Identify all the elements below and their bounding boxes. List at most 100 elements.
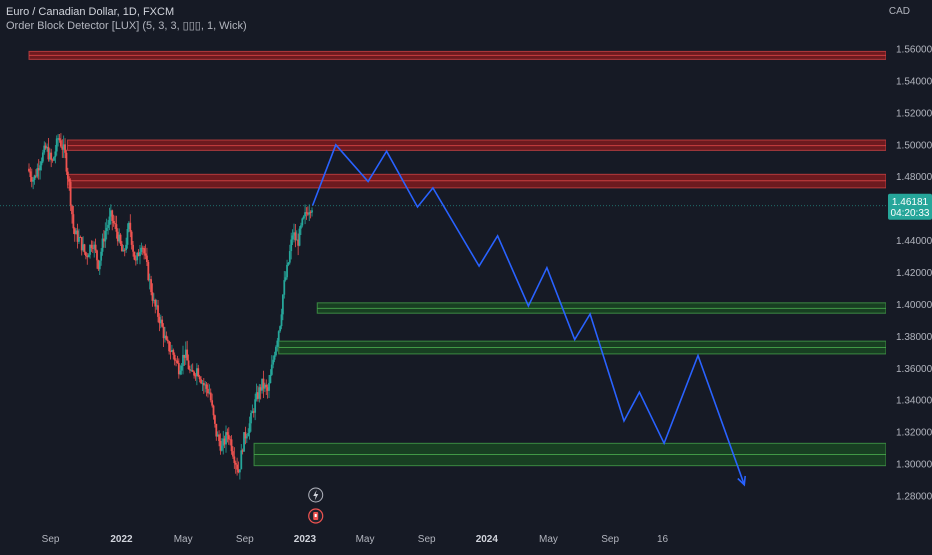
projection-arrow-head — [737, 475, 746, 487]
candle-body — [134, 259, 137, 261]
candle-body — [133, 251, 136, 260]
candle-body — [64, 144, 66, 153]
y-tick-label: 1.42000 — [896, 268, 932, 279]
candle-body — [295, 239, 298, 241]
symbol-title[interactable]: Euro / Canadian Dollar, 1D, FXCM — [6, 6, 175, 18]
candle-body — [302, 216, 305, 219]
candle-body — [29, 171, 32, 178]
indicator-label[interactable]: Order Block Detector [LUX] (5, 3, 3, ▯▯▯… — [6, 20, 247, 32]
candle-body — [60, 140, 62, 147]
candle-body — [247, 432, 250, 437]
candle-body — [130, 231, 133, 245]
candle-body — [308, 212, 311, 215]
candle-body — [261, 378, 263, 391]
candle-body — [28, 168, 30, 172]
x-tick-label: May — [174, 534, 193, 545]
candle-body — [202, 382, 205, 386]
candle-body — [119, 234, 122, 245]
candle-body — [139, 251, 141, 257]
candle-body — [223, 438, 226, 445]
y-tick-label: 1.54000 — [896, 76, 932, 87]
x-tick-label: 16 — [657, 534, 669, 545]
candle-body — [68, 178, 71, 182]
candle-body — [288, 251, 291, 263]
candle-body — [127, 222, 130, 229]
candle-body — [270, 364, 273, 375]
y-tick-label: 1.28000 — [896, 492, 932, 503]
candle-body — [293, 232, 295, 236]
candle-body — [40, 161, 43, 166]
candle-body — [86, 255, 89, 258]
candle-body — [306, 213, 309, 215]
candle-body — [114, 223, 116, 225]
x-tick-label: 2023 — [294, 534, 317, 545]
candle-body — [162, 326, 165, 339]
candle-body — [166, 339, 169, 342]
candle-body — [143, 248, 146, 254]
candle-body — [118, 234, 121, 242]
candle-body — [136, 252, 139, 261]
candle-body — [121, 244, 123, 252]
lightning-glyph — [313, 490, 319, 501]
x-tick-label: 2024 — [476, 534, 499, 545]
candle-body — [186, 349, 189, 361]
candle-body — [184, 349, 187, 358]
projection-path — [311, 143, 746, 486]
candle-body — [58, 138, 61, 141]
candle-body — [219, 440, 222, 451]
candle-body — [257, 392, 259, 399]
candle-body — [244, 432, 247, 439]
current-price-badge — [888, 193, 932, 220]
candle-body — [155, 305, 158, 307]
candle-body — [98, 260, 101, 270]
candle-body — [76, 230, 79, 242]
candle-body — [277, 331, 280, 341]
y-tick-label: 1.34000 — [896, 396, 932, 407]
candle-body — [215, 423, 218, 437]
candle-body — [168, 341, 171, 352]
candle-body — [51, 159, 54, 161]
candle-body — [194, 375, 197, 377]
candle-body — [245, 436, 248, 439]
candle-body — [298, 228, 301, 246]
candle-body — [36, 168, 39, 177]
currency-label[interactable]: CAD — [888, 6, 910, 17]
candle-body — [148, 279, 151, 281]
candle-body — [62, 144, 65, 150]
candle-body — [258, 387, 261, 399]
candle-body — [43, 145, 46, 153]
x-tick-label: Sep — [42, 534, 60, 545]
candle-body — [212, 405, 215, 416]
candle-body — [180, 365, 183, 371]
candle-body — [79, 237, 82, 238]
candle-body — [236, 464, 239, 470]
candle-body — [250, 413, 252, 424]
candle-body — [109, 210, 112, 217]
candle-body — [208, 392, 211, 394]
candle-body — [115, 224, 118, 232]
candle-body — [73, 228, 76, 235]
candle-body — [193, 371, 195, 376]
candle-body — [190, 370, 193, 371]
candle-body — [218, 434, 220, 441]
candle-body — [259, 387, 262, 391]
candle-body — [157, 305, 159, 317]
candle-body — [251, 411, 254, 414]
candle-body — [78, 237, 80, 242]
candle-body — [90, 244, 93, 248]
y-tick-label: 1.36000 — [896, 364, 932, 375]
candle-body — [89, 244, 91, 255]
candle-body — [144, 253, 147, 256]
candle-body — [172, 350, 175, 355]
candle-body — [87, 254, 90, 258]
candle-body — [122, 249, 125, 252]
price-axis — [886, 0, 932, 550]
candle-body — [82, 244, 85, 251]
y-tick-label: 1.30000 — [896, 460, 932, 471]
candle-body — [283, 280, 286, 295]
candle-body — [195, 368, 198, 377]
candle-body — [284, 277, 287, 281]
candle-body — [304, 212, 306, 217]
